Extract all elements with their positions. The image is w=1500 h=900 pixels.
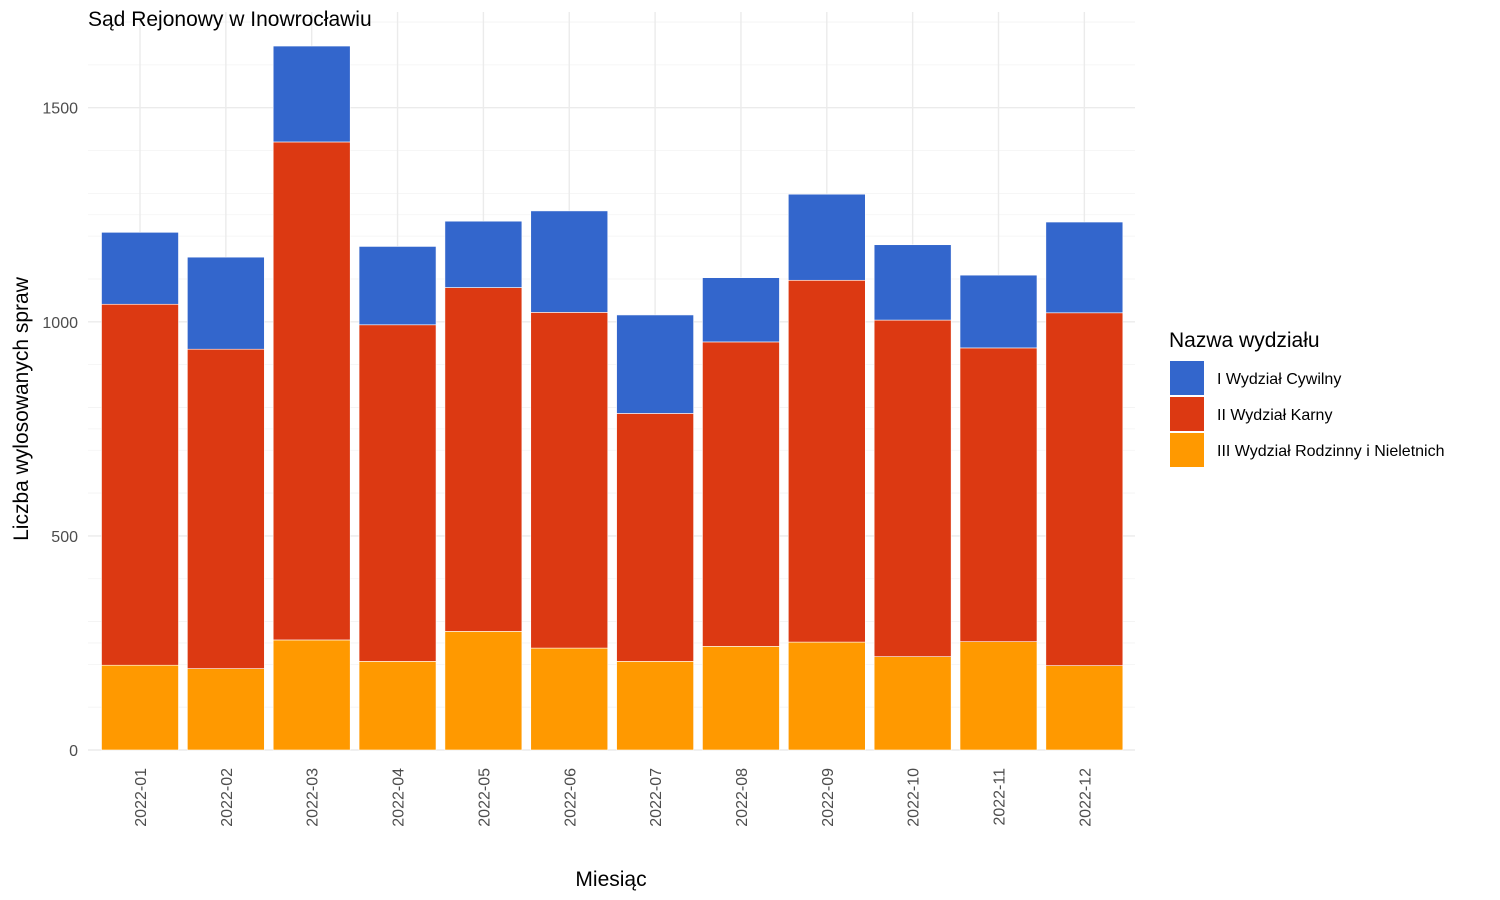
bar-segment <box>1045 221 1124 314</box>
x-tick-label: 2022-07 <box>648 768 665 827</box>
legend-swatch <box>1170 361 1204 395</box>
legend: Nazwa wydziału I Wydział Cywilny II Wydzi… <box>1169 329 1445 467</box>
bar-segment <box>444 631 523 751</box>
bar-segment <box>959 274 1038 349</box>
bar-segment <box>530 210 609 313</box>
bar-segment <box>358 246 437 326</box>
y-axis-title: Liczba wylosowanych spraw <box>10 276 33 541</box>
bar-segment <box>272 141 351 641</box>
legend-items: I Wydział Cywilny II Wydział Karny III Wyd… <box>1170 361 1445 467</box>
bar-segment <box>101 232 179 305</box>
bar-segment <box>444 287 523 632</box>
legend-swatch <box>1170 433 1204 467</box>
x-tick-label: 2022-04 <box>391 768 408 827</box>
x-tick-label: 2022-02 <box>219 768 236 827</box>
bar-segment <box>187 256 265 350</box>
y-tick-label: 0 <box>69 743 78 760</box>
bar-segment <box>616 661 694 751</box>
bar-segment <box>358 324 437 662</box>
bar-segment <box>1045 312 1124 666</box>
legend-title: Nazwa wydziału <box>1169 329 1320 352</box>
y-tick-label: 500 <box>51 529 78 546</box>
x-tick-label: 2022-09 <box>820 768 837 827</box>
bar-segment <box>187 668 265 751</box>
bar-segment <box>959 641 1038 751</box>
bars <box>101 45 1124 751</box>
x-tick-label: 2022-01 <box>133 768 150 827</box>
x-axis-title: Miesiąc <box>575 868 646 891</box>
x-tick-label: 2022-05 <box>476 768 493 827</box>
x-tick-label: 2022-11 <box>992 768 1009 826</box>
chart-title: Sąd Rejonowy w Inowrocławiu <box>88 8 372 31</box>
bar-segment <box>358 661 437 751</box>
bar-segment <box>187 348 265 669</box>
bar-segment <box>101 664 179 751</box>
bar-segment <box>787 641 866 751</box>
bar-segment <box>1045 665 1124 751</box>
y-axis-ticks: 0 500 1000 1500 <box>42 101 78 760</box>
bar-segment <box>444 220 523 288</box>
bar-segment <box>272 45 351 143</box>
bar-segment <box>959 347 1038 642</box>
bar-segment <box>272 639 351 751</box>
bar-segment <box>702 277 780 343</box>
bar-segment <box>873 319 952 657</box>
x-tick-label: 2022-06 <box>562 768 579 827</box>
bar-segment <box>616 413 694 662</box>
x-axis-ticks: 2022-01 2022-02 2022-03 2022-04 2022-05 2022-… <box>133 768 1094 827</box>
bar-segment <box>702 341 780 647</box>
bar-segment <box>873 656 952 751</box>
bar-segment <box>616 314 694 414</box>
bar-segment <box>101 303 179 666</box>
legend-label: I Wydział Cywilny <box>1217 371 1341 388</box>
bar-segment <box>702 646 780 751</box>
legend-label: III Wydział Rodzinny i Nieletnich <box>1217 443 1445 460</box>
bar-segment <box>787 193 866 281</box>
x-tick-label: 2022-08 <box>734 768 751 827</box>
bar-segment <box>787 279 866 643</box>
bar-segment <box>873 244 952 321</box>
x-tick-label: 2022-03 <box>305 768 322 827</box>
bar-segment <box>530 647 609 751</box>
y-tick-label: 1000 <box>42 315 78 332</box>
legend-label: II Wydział Karny <box>1217 407 1332 424</box>
y-tick-label: 1500 <box>42 101 78 118</box>
bar-segment <box>530 312 609 649</box>
legend-swatch <box>1170 397 1204 431</box>
x-tick-label: 2022-10 <box>906 768 923 827</box>
x-tick-label: 2022-12 <box>1077 768 1094 827</box>
